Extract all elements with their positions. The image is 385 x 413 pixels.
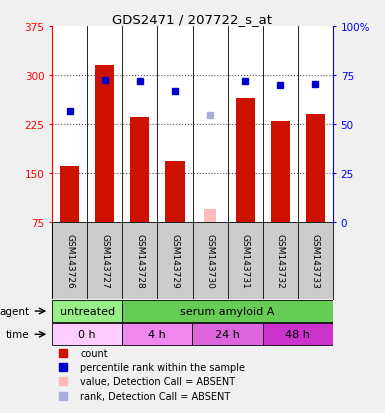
Bar <box>263 323 333 346</box>
Text: GSM143733: GSM143733 <box>311 234 320 288</box>
Bar <box>52 300 122 323</box>
Text: value, Detection Call = ABSENT: value, Detection Call = ABSENT <box>80 377 235 387</box>
Text: rank, Detection Call = ABSENT: rank, Detection Call = ABSENT <box>80 391 230 401</box>
Text: GSM143729: GSM143729 <box>171 234 179 288</box>
Bar <box>130 118 149 223</box>
Bar <box>122 300 333 323</box>
Text: count: count <box>80 348 108 358</box>
Title: GDS2471 / 207722_s_at: GDS2471 / 207722_s_at <box>112 13 273 26</box>
Text: GSM143732: GSM143732 <box>276 234 285 288</box>
Bar <box>165 162 184 223</box>
Bar <box>306 115 325 223</box>
Bar <box>52 323 122 346</box>
Text: untreated: untreated <box>60 306 115 316</box>
Bar <box>204 209 216 223</box>
Bar <box>122 323 192 346</box>
Text: serum amyloid A: serum amyloid A <box>181 306 275 316</box>
Bar <box>60 167 79 223</box>
Bar <box>236 99 255 223</box>
Bar <box>95 66 114 223</box>
Text: GSM143728: GSM143728 <box>135 234 144 288</box>
Text: percentile rank within the sample: percentile rank within the sample <box>80 362 245 372</box>
Text: GSM143727: GSM143727 <box>100 234 109 288</box>
Text: GSM143726: GSM143726 <box>65 234 74 288</box>
Text: GSM143731: GSM143731 <box>241 234 250 288</box>
Text: 4 h: 4 h <box>149 330 166 339</box>
Text: 48 h: 48 h <box>285 330 310 339</box>
Bar <box>192 323 263 346</box>
Text: 0 h: 0 h <box>78 330 96 339</box>
Text: 24 h: 24 h <box>215 330 240 339</box>
Text: GSM143730: GSM143730 <box>206 234 214 288</box>
Text: agent: agent <box>0 306 30 316</box>
Text: time: time <box>6 330 30 339</box>
Bar <box>271 121 290 223</box>
